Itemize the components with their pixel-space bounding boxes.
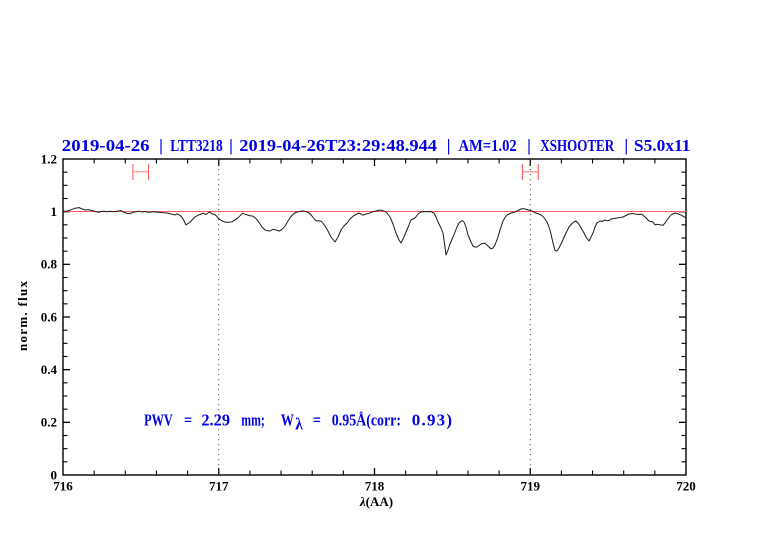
svg-text:AM=1.02: AM=1.02	[459, 136, 517, 155]
svg-text:mm;: mm;	[241, 411, 264, 430]
svg-text:1.2: 1.2	[41, 151, 57, 166]
svg-text:=: =	[184, 411, 192, 430]
svg-text:|: |	[229, 136, 233, 155]
svg-text:0.93): 0.93)	[412, 411, 452, 430]
svg-text:2019-04-26T23:29:48.944: 2019-04-26T23:29:48.944	[239, 136, 437, 155]
svg-text:λ(AA): λ(AA)	[359, 494, 393, 509]
svg-text:0.95Å(corr:: 0.95Å(corr:	[332, 411, 401, 430]
svg-text:λ: λ	[295, 415, 303, 434]
svg-text:717: 717	[209, 479, 229, 494]
svg-text:718: 718	[365, 479, 385, 494]
svg-text:0.8: 0.8	[41, 257, 58, 272]
svg-text:|: |	[624, 136, 628, 155]
svg-text:1: 1	[51, 204, 58, 219]
svg-text:716: 716	[53, 479, 73, 494]
svg-text:norm. flux: norm. flux	[15, 281, 30, 352]
svg-text:0.6: 0.6	[41, 309, 58, 324]
svg-text:2019-04-26: 2019-04-26	[62, 136, 150, 155]
svg-text:719: 719	[521, 479, 541, 494]
svg-text:XSHOOTER: XSHOOTER	[540, 136, 614, 155]
svg-text:S5.0x11: S5.0x11	[634, 136, 691, 155]
svg-text:|: |	[447, 136, 451, 155]
svg-text:PWV: PWV	[144, 411, 173, 430]
svg-text:2.29: 2.29	[201, 411, 230, 430]
svg-text:=: =	[313, 411, 321, 430]
svg-text:|: |	[527, 136, 531, 155]
svg-text:0: 0	[51, 467, 58, 482]
svg-text:0.4: 0.4	[41, 362, 58, 377]
svg-text:720: 720	[676, 479, 696, 494]
svg-text:LTT3218: LTT3218	[170, 136, 223, 155]
svg-text:0.2: 0.2	[41, 415, 57, 430]
svg-text:|: |	[159, 136, 163, 155]
svg-text:W: W	[281, 411, 294, 430]
